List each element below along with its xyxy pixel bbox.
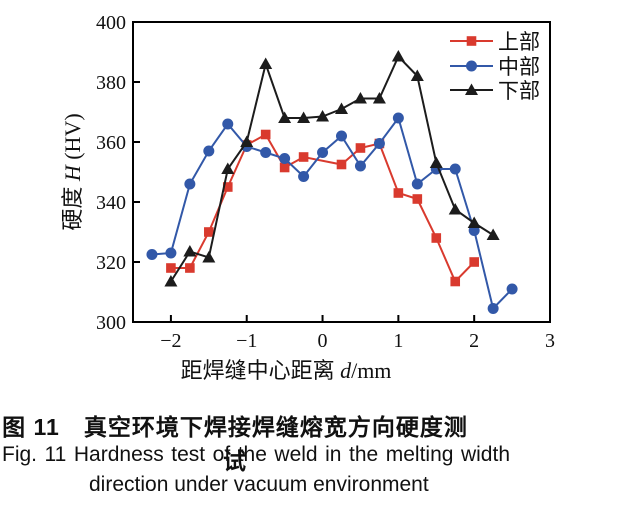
data-point-circle bbox=[466, 60, 477, 72]
data-point-triangle bbox=[259, 57, 273, 69]
y-tick-label: 340 bbox=[96, 192, 126, 214]
data-point-square bbox=[166, 263, 176, 273]
series-lower-line bbox=[170, 54, 494, 283]
x-tick-label: −1 bbox=[236, 330, 257, 352]
data-point-square bbox=[336, 159, 347, 170]
y-tick-label: 300 bbox=[96, 312, 126, 334]
x-tick-label: −2 bbox=[160, 330, 181, 352]
legend-item-middle: 中部 bbox=[450, 55, 540, 79]
data-point-triangle bbox=[278, 111, 292, 123]
y-tick-label: 320 bbox=[96, 252, 126, 274]
data-point-circle bbox=[354, 160, 366, 172]
data-point-circle bbox=[222, 118, 234, 130]
legend-item-lower: 下部 bbox=[450, 79, 540, 103]
data-point-triangle bbox=[353, 92, 367, 104]
data-point-square bbox=[222, 182, 233, 192]
data-point-triangle bbox=[448, 203, 462, 215]
data-point-circle bbox=[317, 147, 329, 158]
data-point-square bbox=[204, 227, 214, 237]
data-point-triangle bbox=[372, 92, 386, 104]
legend-label-lower: 下部 bbox=[498, 79, 540, 103]
hardness-line-chart: −2 −1 0 1 2 3 300 320 340 360 380 400 距焊缝中心距离 d/mm 硬度… bbox=[60, 12, 555, 383]
data-point-triangle bbox=[183, 245, 197, 257]
series-lower bbox=[164, 50, 500, 287]
data-point-triangle bbox=[240, 135, 254, 147]
data-point-circle bbox=[298, 171, 310, 182]
data-point-square bbox=[466, 36, 477, 46]
data-point-circle bbox=[184, 178, 196, 190]
x-axis-label: 距焊缝中心距离 d/mm bbox=[181, 358, 392, 383]
data-point-circle bbox=[260, 147, 272, 158]
data-point-circle bbox=[411, 178, 423, 190]
legend-item-upper: 上部 bbox=[450, 30, 540, 54]
y-tick-label: 360 bbox=[96, 132, 126, 154]
x-tick-label: 0 bbox=[318, 330, 328, 352]
data-point-triangle bbox=[297, 111, 311, 123]
data-point-circle bbox=[336, 130, 347, 142]
data-point-square bbox=[469, 257, 479, 267]
data-point-triangle bbox=[429, 156, 443, 168]
data-point-triangle bbox=[164, 275, 178, 287]
data-point-square bbox=[185, 263, 195, 273]
data-point-triangle bbox=[486, 228, 500, 240]
data-point-circle bbox=[165, 247, 177, 259]
x-tick-label: 1 bbox=[393, 330, 403, 352]
data-point-square bbox=[260, 129, 271, 140]
y-tick-label: 380 bbox=[96, 72, 126, 94]
data-point-square bbox=[450, 276, 461, 287]
legend-label-middle: 中部 bbox=[498, 55, 540, 79]
y-tick-label: 400 bbox=[96, 12, 126, 34]
caption-chinese: 图 11 真空环境下焊接焊缝熔宽方向硬度测试 bbox=[2, 414, 468, 474]
data-point-triangle bbox=[221, 162, 235, 174]
data-point-circle bbox=[203, 145, 215, 157]
data-point-triangle bbox=[316, 110, 330, 122]
data-point-triangle bbox=[467, 216, 481, 228]
x-tick-label: 3 bbox=[545, 330, 555, 352]
y-axis-label: 硬度 H (HV) bbox=[60, 113, 85, 230]
data-point-triangle bbox=[202, 251, 216, 263]
caption-english-line2: direction under vacuum environment bbox=[89, 473, 429, 496]
data-point-triangle bbox=[391, 50, 405, 62]
plot-frame bbox=[132, 21, 551, 323]
data-point-square bbox=[393, 188, 404, 198]
data-point-triangle bbox=[335, 102, 348, 114]
data-point-square bbox=[279, 162, 290, 173]
legend-label-upper: 上部 bbox=[498, 30, 540, 54]
data-point-square bbox=[355, 143, 366, 153]
data-point-square bbox=[298, 152, 309, 162]
data-point-circle bbox=[373, 138, 385, 149]
data-point-square bbox=[412, 194, 423, 204]
x-tick-label: 2 bbox=[469, 330, 479, 352]
data-point-square bbox=[431, 233, 442, 243]
data-point-circle bbox=[279, 153, 291, 164]
data-point-circle bbox=[146, 249, 158, 260]
data-point-circle bbox=[392, 112, 404, 124]
series-middle bbox=[146, 112, 518, 314]
data-point-circle bbox=[506, 283, 518, 295]
data-point-triangle bbox=[465, 83, 478, 95]
data-point-triangle bbox=[410, 69, 424, 81]
data-point-circle bbox=[449, 163, 461, 175]
caption-english-line1: Fig. 11 Hardness test of the weld in the… bbox=[2, 443, 510, 466]
data-point-circle bbox=[487, 303, 499, 314]
